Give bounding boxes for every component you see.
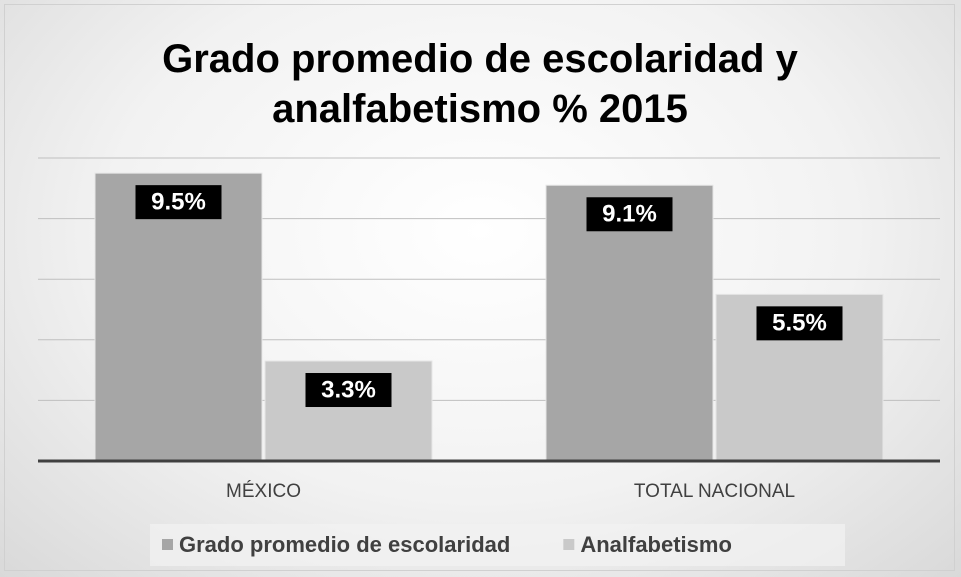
x-tick-label: MÉXICO [226,481,301,502]
data-label: 9.1% [602,201,657,228]
data-label: 3.3% [321,376,376,403]
legend-box [150,524,845,566]
legend-label: Grado promedio de escolaridad [179,532,510,557]
data-label: 5.5% [772,310,827,337]
legend-swatch [563,539,575,550]
data-label-box [586,197,673,232]
data-label: 9.5% [151,188,206,215]
bar [94,172,263,462]
data-label-box [135,185,222,220]
legend-label: Analfabetismo [580,532,732,557]
legend-swatch [162,539,173,550]
data-label-box [756,306,843,341]
x-tick-label: TOTAL NACIONAL [634,481,795,502]
chart-title: Grado promedio de escolaridad y analfabe… [162,37,798,131]
data-label-box [305,373,392,408]
chart-frame [4,4,955,571]
